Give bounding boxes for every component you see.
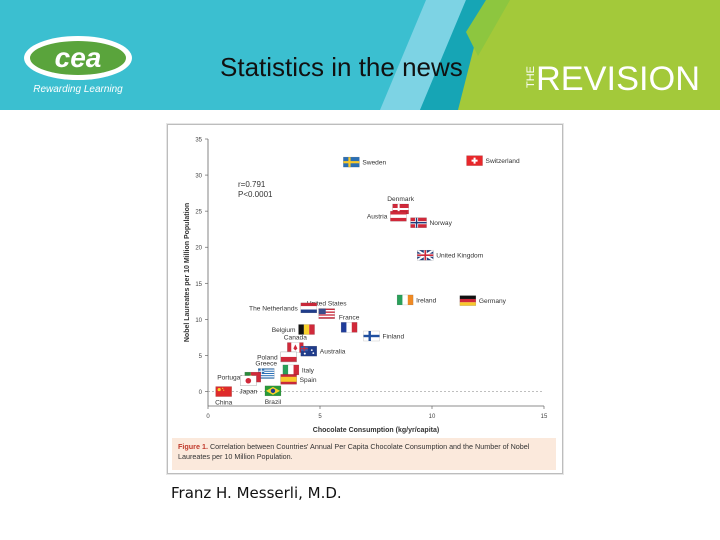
y-tick-label: 15	[195, 282, 202, 288]
author-credit: Franz H. Messerli, M.D.	[171, 484, 342, 502]
data-point-label: Australia	[320, 349, 346, 356]
data-point-label: Ireland	[416, 297, 436, 304]
x-tick-label: 5	[318, 414, 322, 420]
data-point-label: Norway	[430, 220, 453, 227]
y-tick-label: 35	[195, 138, 202, 144]
data-point-label: Belgium	[272, 327, 296, 334]
data-point-label: Spain	[300, 377, 317, 384]
y-tick-label: 25	[195, 210, 202, 216]
data-point-label: United Kingdom	[436, 253, 483, 260]
data-point-label: France	[339, 314, 360, 321]
data-point-label: China	[215, 400, 233, 407]
revision-brand-logo: THE REVISION	[518, 44, 708, 100]
caption-body: Correlation between Countries' Annual Pe…	[178, 442, 530, 461]
data-point-flag-be	[298, 324, 315, 335]
header-stripe-green	[466, 0, 510, 56]
data-point-label: Austria	[367, 214, 388, 221]
data-point-flag-gr	[258, 368, 275, 379]
y-tick-label: 0	[199, 390, 203, 396]
caption-label: Figure 1.	[178, 442, 208, 451]
data-point-label: Italy	[302, 367, 315, 374]
brand-the-text: THE	[525, 66, 537, 88]
data-point-label: Poland	[257, 354, 278, 361]
y-tick-label: 5	[199, 354, 203, 360]
data-point-label: Greece	[255, 361, 277, 368]
data-point-flag-nl	[300, 302, 318, 314]
logo-text: cea	[55, 42, 102, 73]
data-point-label: Canada	[284, 335, 307, 342]
data-point-flag-ie	[396, 294, 414, 306]
brand-name-text: REVISION	[536, 60, 700, 98]
data-point-flag-ch	[466, 155, 483, 166]
data-point-label: Portugal	[217, 375, 242, 382]
figure-frame: 0 5 10 15 20 25 30 35 0 5 10 15 Chocolate Consumptio…	[167, 124, 563, 474]
chart-axes: 0 5 10 15 20 25 30 35 0 5 10 15 Chocolate Consumptio…	[184, 138, 548, 435]
header-stripe-light	[380, 0, 466, 110]
data-point-label: United States	[307, 301, 347, 308]
data-point-flag-au	[300, 345, 318, 357]
y-tick-label: 30	[195, 174, 202, 180]
header-decoration	[380, 0, 720, 110]
x-tick-label: 15	[541, 414, 548, 420]
logo-tagline: Rewarding Learning	[33, 84, 123, 95]
logo-inner-oval	[30, 41, 126, 75]
header-banner: cea Rewarding Learning Statistics in the…	[0, 0, 720, 110]
data-point-flag-es	[280, 374, 297, 385]
correlation-r-value: r=0.791	[238, 180, 266, 189]
data-point-flag-jp	[240, 375, 257, 386]
figure-caption: Figure 1. Correlation between Countries'…	[172, 438, 556, 470]
data-point-flag-it	[282, 364, 300, 376]
data-point-flag-at	[390, 211, 407, 222]
data-point-label: Sweden	[362, 160, 386, 167]
header-lime-panel	[458, 0, 720, 110]
data-point-flag-no	[410, 217, 427, 228]
data-point-flag-pl	[280, 351, 297, 363]
scatter-chart: 0 5 10 15 20 25 30 35 0 5 10 15 Chocolate Consumptio…	[184, 138, 548, 435]
x-tick-label: 10	[429, 414, 436, 420]
data-point-label: Brazil	[265, 399, 282, 406]
correlation-p-value: P<0.0001	[238, 190, 273, 199]
data-point-flag-cn	[215, 386, 232, 397]
y-tick-label: 20	[195, 246, 202, 252]
x-axis-label: Chocolate Consumption (kg/yr/capita)	[313, 427, 439, 434]
data-point-flag-fi	[363, 330, 380, 342]
data-point-label: Denmark	[387, 196, 414, 203]
x-tick-label: 0	[206, 414, 210, 420]
data-point-label: Finland	[383, 334, 405, 341]
data-point-flag-de	[459, 295, 477, 306]
y-tick-label: 10	[195, 318, 202, 324]
slide-title: Statistics in the news	[220, 52, 463, 82]
data-point-label: Switzerland	[486, 158, 520, 165]
data-point-flag-se	[343, 156, 360, 168]
data-point-flag-gb	[416, 249, 434, 262]
data-point-flag-us	[318, 308, 335, 319]
data-point-label: Germany	[479, 298, 507, 305]
chart-marks: Switzerland Sweden Denmark Austria Norway Uni…	[215, 155, 520, 407]
cea-logo[interactable]: cea Rewarding Learning	[22, 32, 142, 98]
data-point-label: Japan	[239, 389, 257, 396]
data-point-flag-fr	[340, 322, 358, 333]
data-point-flag-br	[264, 385, 282, 397]
y-axis-label: Nobel Laureates per 10 Million Populatio…	[184, 203, 191, 342]
data-point-label: The Netherlands	[249, 305, 298, 312]
